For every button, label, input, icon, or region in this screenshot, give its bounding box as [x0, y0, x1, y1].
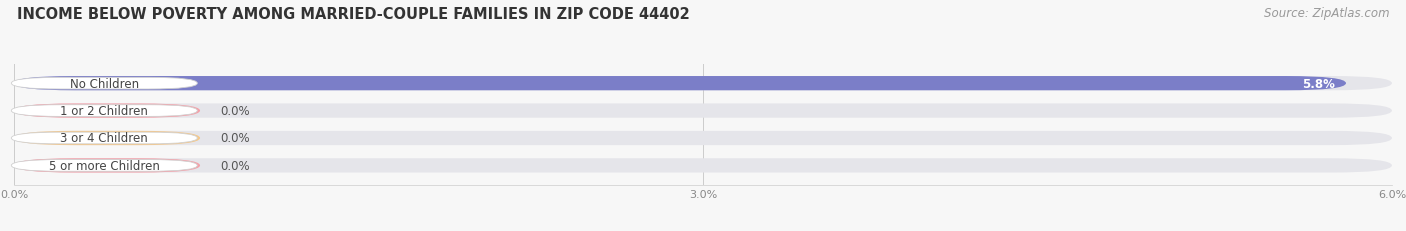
- FancyBboxPatch shape: [14, 159, 200, 173]
- FancyBboxPatch shape: [11, 78, 197, 90]
- Text: 0.0%: 0.0%: [221, 159, 250, 172]
- Text: INCOME BELOW POVERTY AMONG MARRIED-COUPLE FAMILIES IN ZIP CODE 44402: INCOME BELOW POVERTY AMONG MARRIED-COUPL…: [17, 7, 689, 22]
- Text: No Children: No Children: [70, 77, 139, 90]
- FancyBboxPatch shape: [14, 131, 200, 146]
- FancyBboxPatch shape: [14, 77, 1346, 91]
- Text: 0.0%: 0.0%: [221, 105, 250, 118]
- Text: 5 or more Children: 5 or more Children: [49, 159, 160, 172]
- FancyBboxPatch shape: [11, 105, 197, 117]
- Text: 1 or 2 Children: 1 or 2 Children: [60, 105, 148, 118]
- FancyBboxPatch shape: [14, 104, 1392, 118]
- FancyBboxPatch shape: [14, 104, 200, 118]
- Text: 5.8%: 5.8%: [1302, 77, 1334, 90]
- Text: 0.0%: 0.0%: [221, 132, 250, 145]
- Text: 3 or 4 Children: 3 or 4 Children: [60, 132, 148, 145]
- Text: Source: ZipAtlas.com: Source: ZipAtlas.com: [1264, 7, 1389, 20]
- FancyBboxPatch shape: [14, 77, 1392, 91]
- FancyBboxPatch shape: [14, 159, 1392, 173]
- FancyBboxPatch shape: [11, 160, 197, 171]
- FancyBboxPatch shape: [14, 131, 1392, 146]
- FancyBboxPatch shape: [11, 133, 197, 144]
